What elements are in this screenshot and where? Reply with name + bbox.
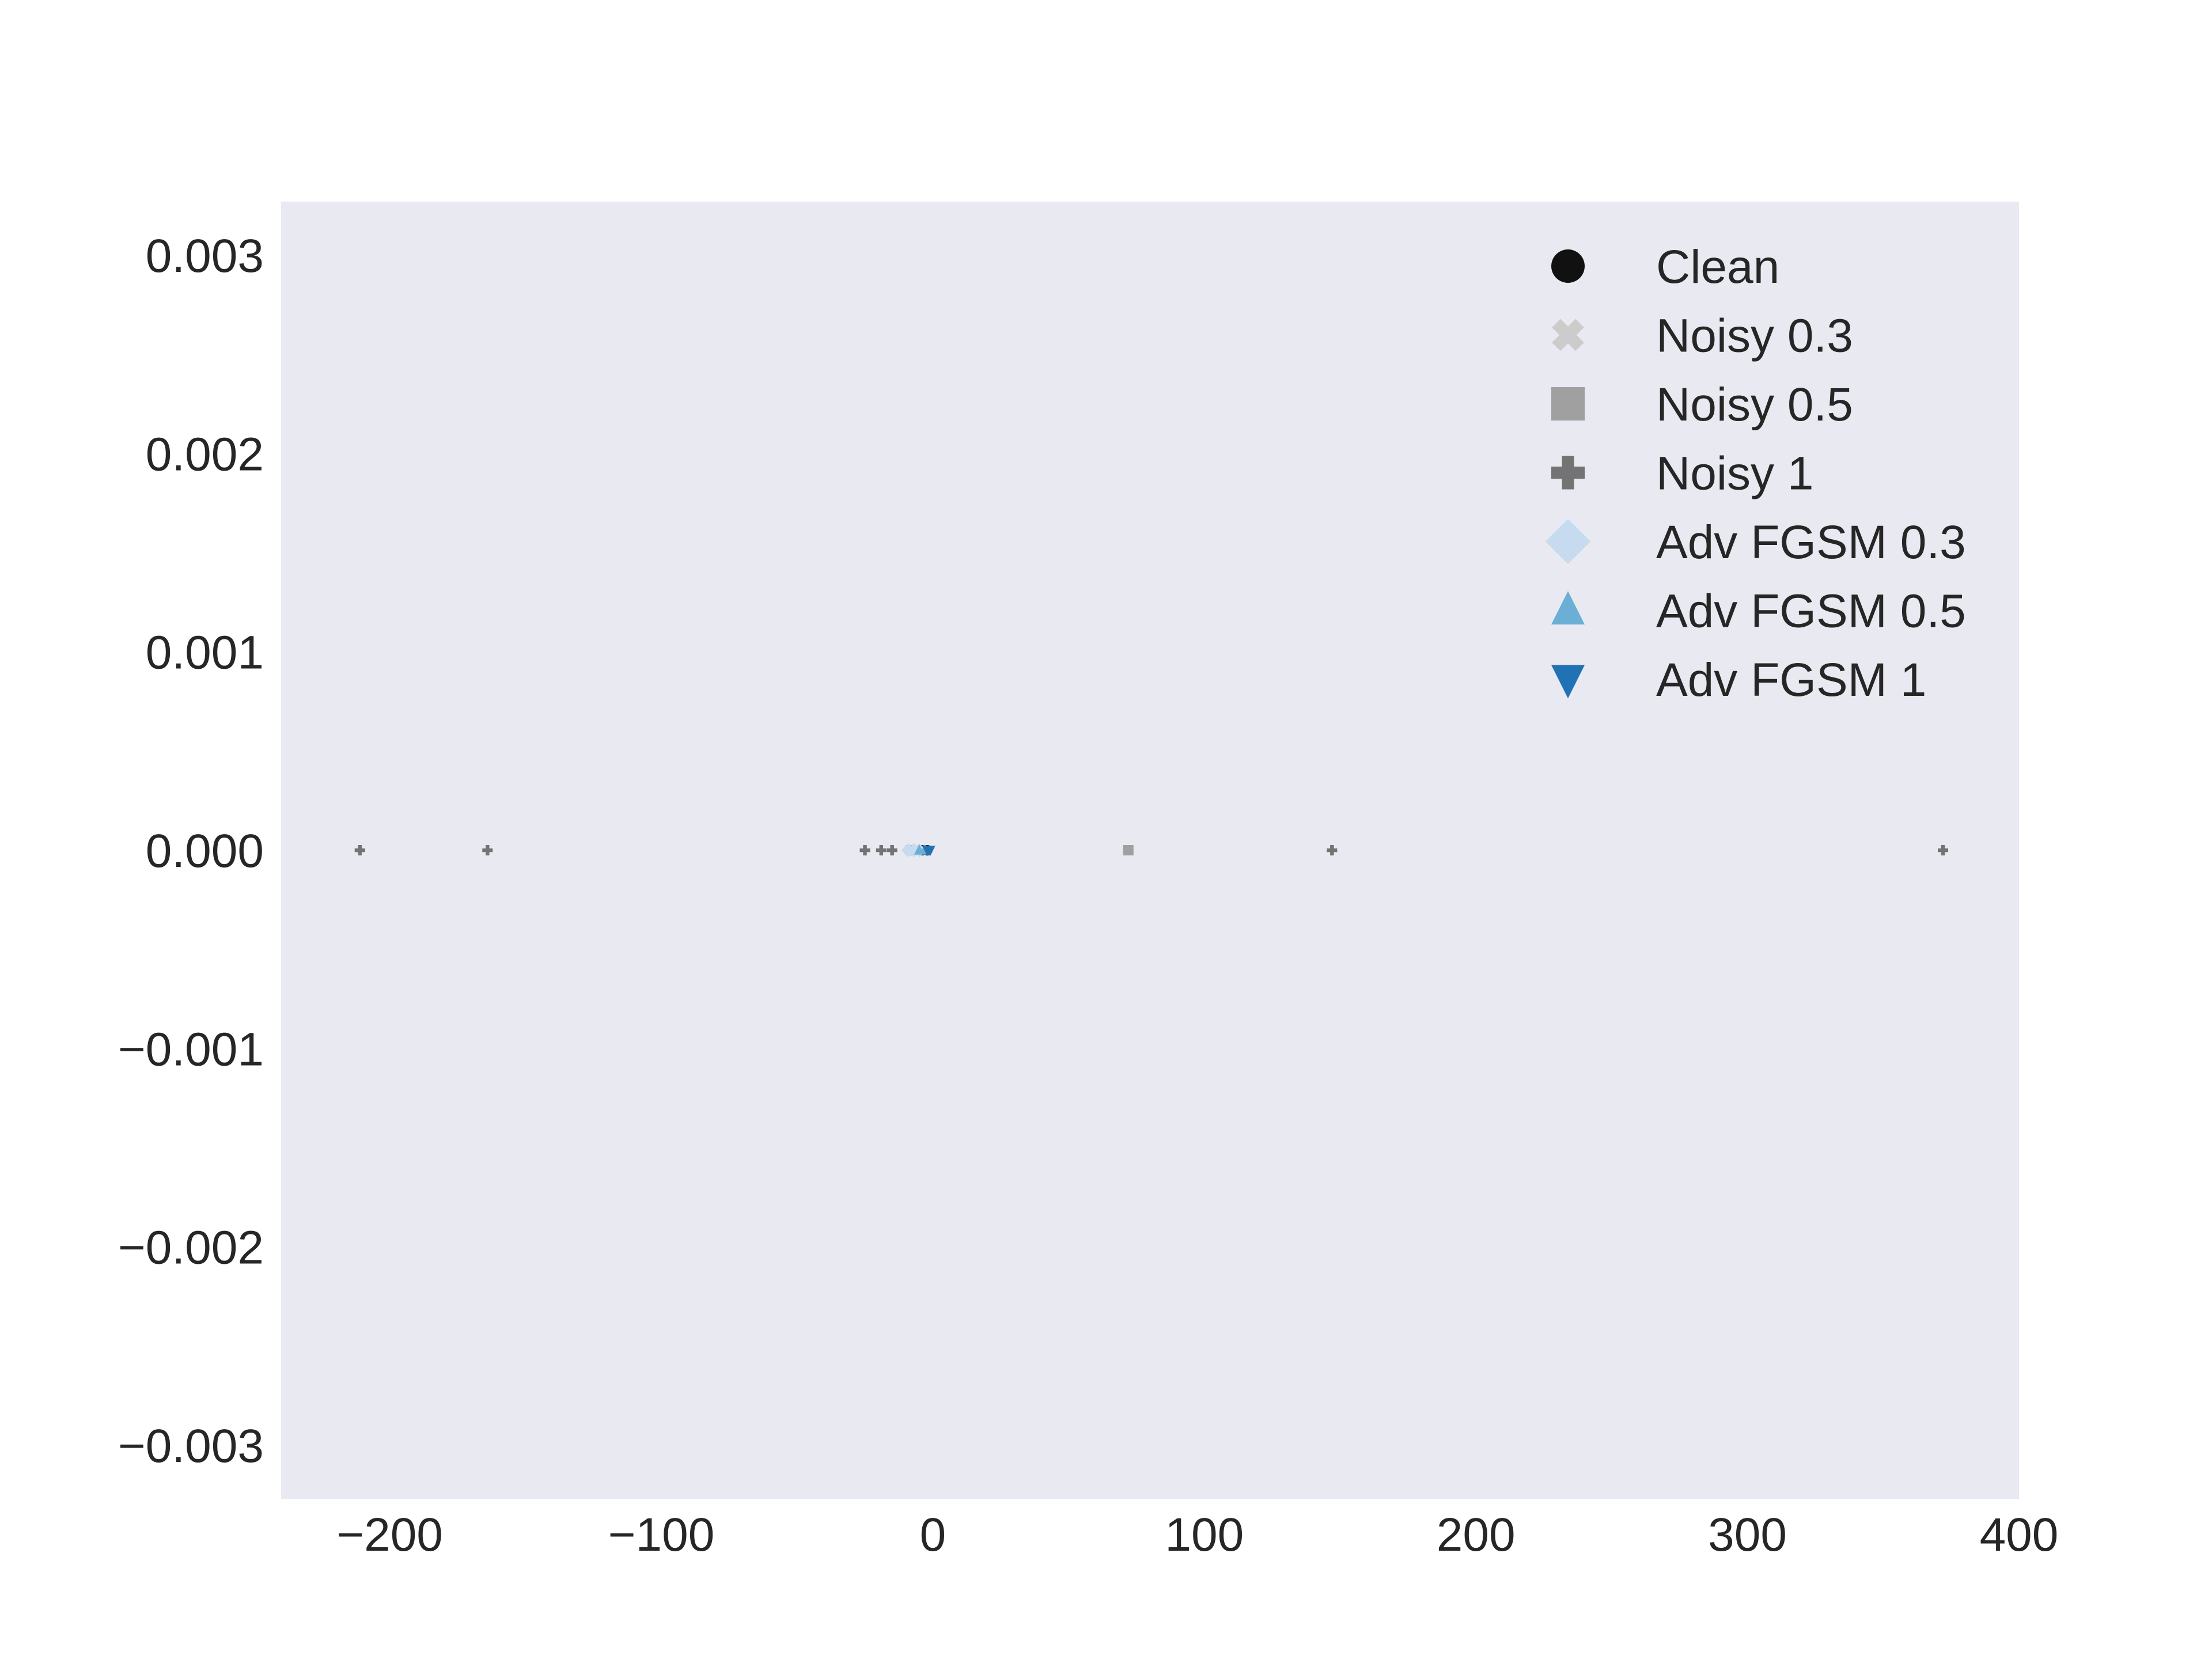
legend-label: Noisy 1 — [1656, 448, 1813, 500]
legend-marker — [1551, 249, 1585, 283]
x-tick-label: 200 — [1437, 1509, 1516, 1561]
x-tick-label: 0 — [920, 1509, 946, 1561]
data-point — [1327, 845, 1338, 855]
data-point — [887, 845, 897, 855]
y-tick-labels: 0.003 0.002 0.001 0.000 −0.001 −0.002 −0.003 — [118, 230, 264, 1472]
y-tick-label: 0.000 — [146, 825, 264, 877]
data-point — [354, 845, 365, 855]
y-tick-label: 0.003 — [146, 230, 264, 282]
legend-marker — [1551, 665, 1585, 699]
y-tick-label: −0.003 — [118, 1420, 264, 1472]
data-point — [482, 845, 493, 855]
legend: Clean Noisy 0.3 Noisy 0.5 Noisy 1 Adv FGSM 0… — [1545, 241, 1966, 706]
legend-marker — [1551, 456, 1585, 490]
legend-marker — [1545, 518, 1591, 565]
data-point — [1938, 845, 1949, 855]
legend-label: Noisy 0.5 — [1656, 378, 1853, 431]
data-point — [1123, 845, 1134, 855]
legend-label: Adv FGSM 0.5 — [1656, 585, 1966, 638]
legend-label: Clean — [1656, 241, 1779, 293]
data-point — [859, 845, 870, 855]
x-tick-labels: −200 −100 0 100 200 300 400 — [336, 1509, 2058, 1561]
y-tick-label: 0.002 — [146, 428, 264, 480]
y-tick-label: 0.001 — [146, 627, 264, 679]
x-tick-label: −200 — [336, 1509, 443, 1561]
legend-marker — [1551, 591, 1585, 625]
y-tick-label: −0.002 — [118, 1222, 264, 1274]
legend-label: Adv FGSM 1 — [1656, 654, 1926, 706]
data-points — [354, 843, 1949, 858]
x-tick-label: 100 — [1165, 1509, 1244, 1561]
x-tick-label: 400 — [1980, 1509, 2059, 1561]
data-point — [925, 846, 935, 857]
legend-marker — [1551, 387, 1585, 421]
data-point — [876, 845, 887, 855]
plot-area — [281, 202, 2019, 1499]
x-tick-label: 300 — [1708, 1509, 1787, 1561]
legend-marker — [1552, 319, 1584, 351]
legend-label: Noisy 0.3 — [1656, 310, 1853, 362]
legend-label: Adv FGSM 0.3 — [1656, 516, 1966, 569]
x-tick-label: −100 — [608, 1509, 715, 1561]
y-tick-label: −0.001 — [118, 1023, 264, 1075]
